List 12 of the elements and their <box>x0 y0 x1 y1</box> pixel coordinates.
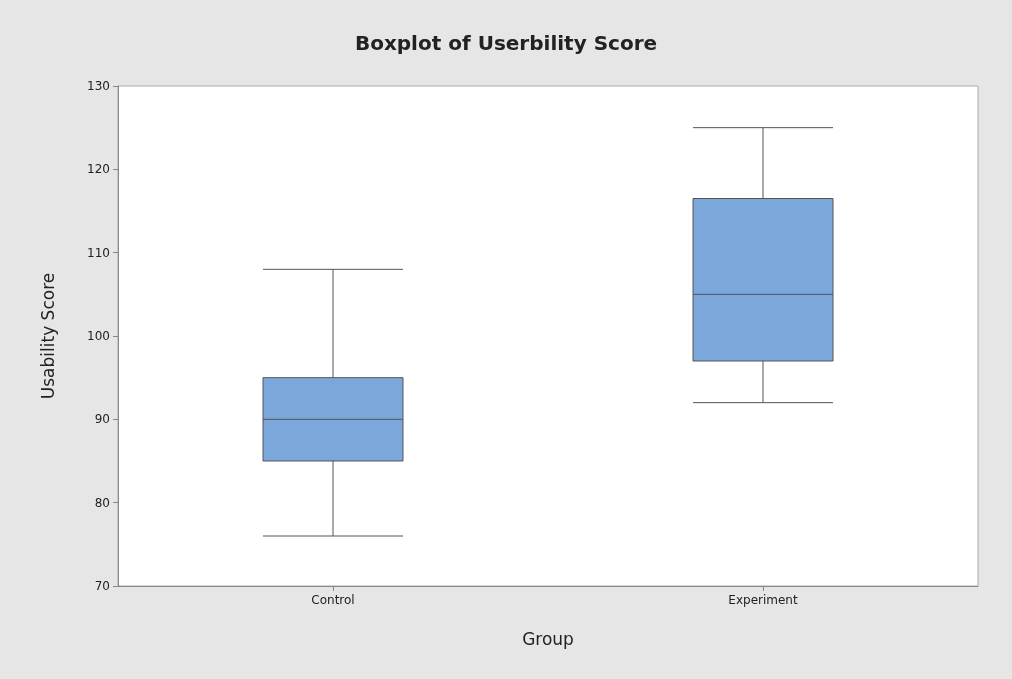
chart-title: Boxplot of Userbility Score <box>354 31 658 55</box>
x-axis-title: Group <box>522 628 574 649</box>
y-tick-label: 80 <box>94 495 110 510</box>
y-tick-label: 90 <box>94 412 110 427</box>
y-tick-label: 120 <box>87 162 110 177</box>
x-tick-label: Control <box>311 593 355 607</box>
y-axis-title: Usability Score <box>37 272 58 400</box>
y-tick-label: 70 <box>94 579 110 593</box>
x-tick-label: Experiment <box>728 593 798 607</box>
y-tick-label: 130 <box>87 79 110 93</box>
y-tick-label: 110 <box>87 245 110 260</box>
y-tick-label: 100 <box>87 329 110 343</box>
